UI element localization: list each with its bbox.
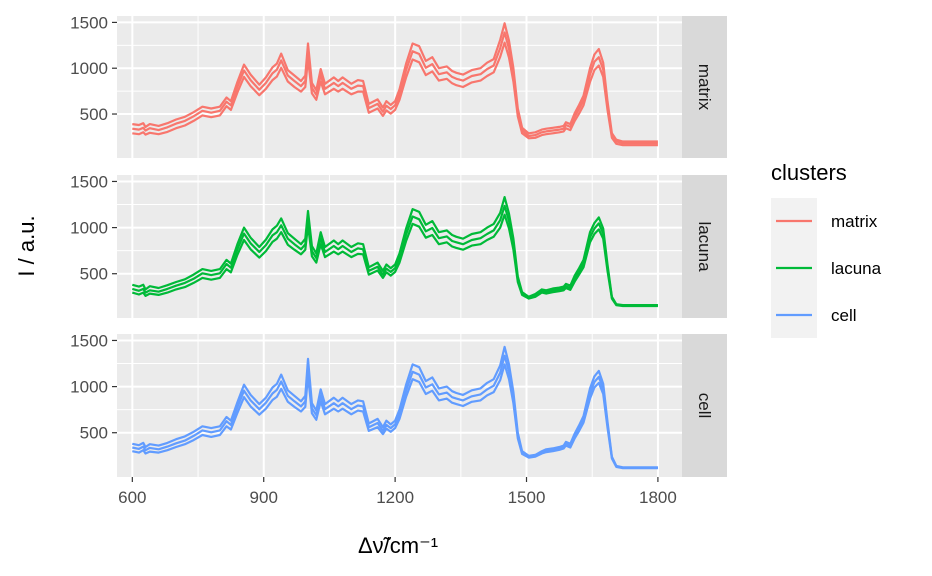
y-tick-label: 1500 — [70, 331, 108, 350]
facet-strip-label: lacuna — [695, 221, 714, 272]
spectrum-line-matrix — [132, 22, 658, 143]
panel-lacuna: 500 1000 1500 lacuna — [70, 172, 727, 318]
legend-title: clusters — [771, 160, 847, 185]
panel-background — [117, 175, 682, 318]
y-tick-label: 1000 — [70, 219, 108, 238]
y-tick-label: 1500 — [70, 13, 108, 32]
x-tick-label: 1200 — [376, 488, 414, 507]
x-tick-label: 1800 — [639, 488, 677, 507]
y-tick-label: 500 — [80, 424, 108, 443]
y-tick-label: 1500 — [70, 172, 108, 191]
spectrum-line-cell — [132, 363, 658, 470]
facet-panels: 500 1000 1500 matrix 500 1000 1500 lacuna 500 100… — [70, 13, 727, 477]
x-tick-label: 600 — [118, 488, 146, 507]
legend: clusters matrix lacuna cell — [771, 160, 882, 338]
y-tick-label: 500 — [80, 265, 108, 284]
panel-cell: 500 1000 1500 cell — [70, 331, 727, 477]
legend-label-matrix: matrix — [831, 212, 878, 231]
facet-strip — [682, 175, 727, 318]
spectrum-line-matrix — [132, 31, 658, 145]
x-tick-label: 1500 — [508, 488, 546, 507]
y-tick-label: 500 — [80, 105, 108, 124]
y-axis-title: I / a.u. — [14, 215, 39, 276]
legend-label-cell: cell — [831, 306, 857, 325]
spectrum-line-lacuna — [132, 196, 658, 307]
legend-label-lacuna: lacuna — [831, 259, 882, 278]
y-tick-label: 1000 — [70, 378, 108, 397]
facet-strip-label: matrix — [695, 64, 714, 111]
x-axis: 600 900 1200 1500 1800 — [118, 477, 677, 507]
facet-strip-label: cell — [695, 393, 714, 419]
facet-strip — [682, 16, 727, 158]
facet-strip — [682, 334, 727, 477]
panel-matrix: 500 1000 1500 matrix — [70, 13, 727, 158]
x-tick-label: 900 — [250, 488, 278, 507]
y-tick-label: 1000 — [70, 59, 108, 78]
spectrum-line-matrix — [132, 41, 658, 147]
spectrum-line-lacuna — [131, 213, 658, 308]
legend-entries: matrix lacuna cell — [776, 212, 882, 325]
x-axis-title: Δν̃/cm⁻¹ — [358, 533, 438, 558]
